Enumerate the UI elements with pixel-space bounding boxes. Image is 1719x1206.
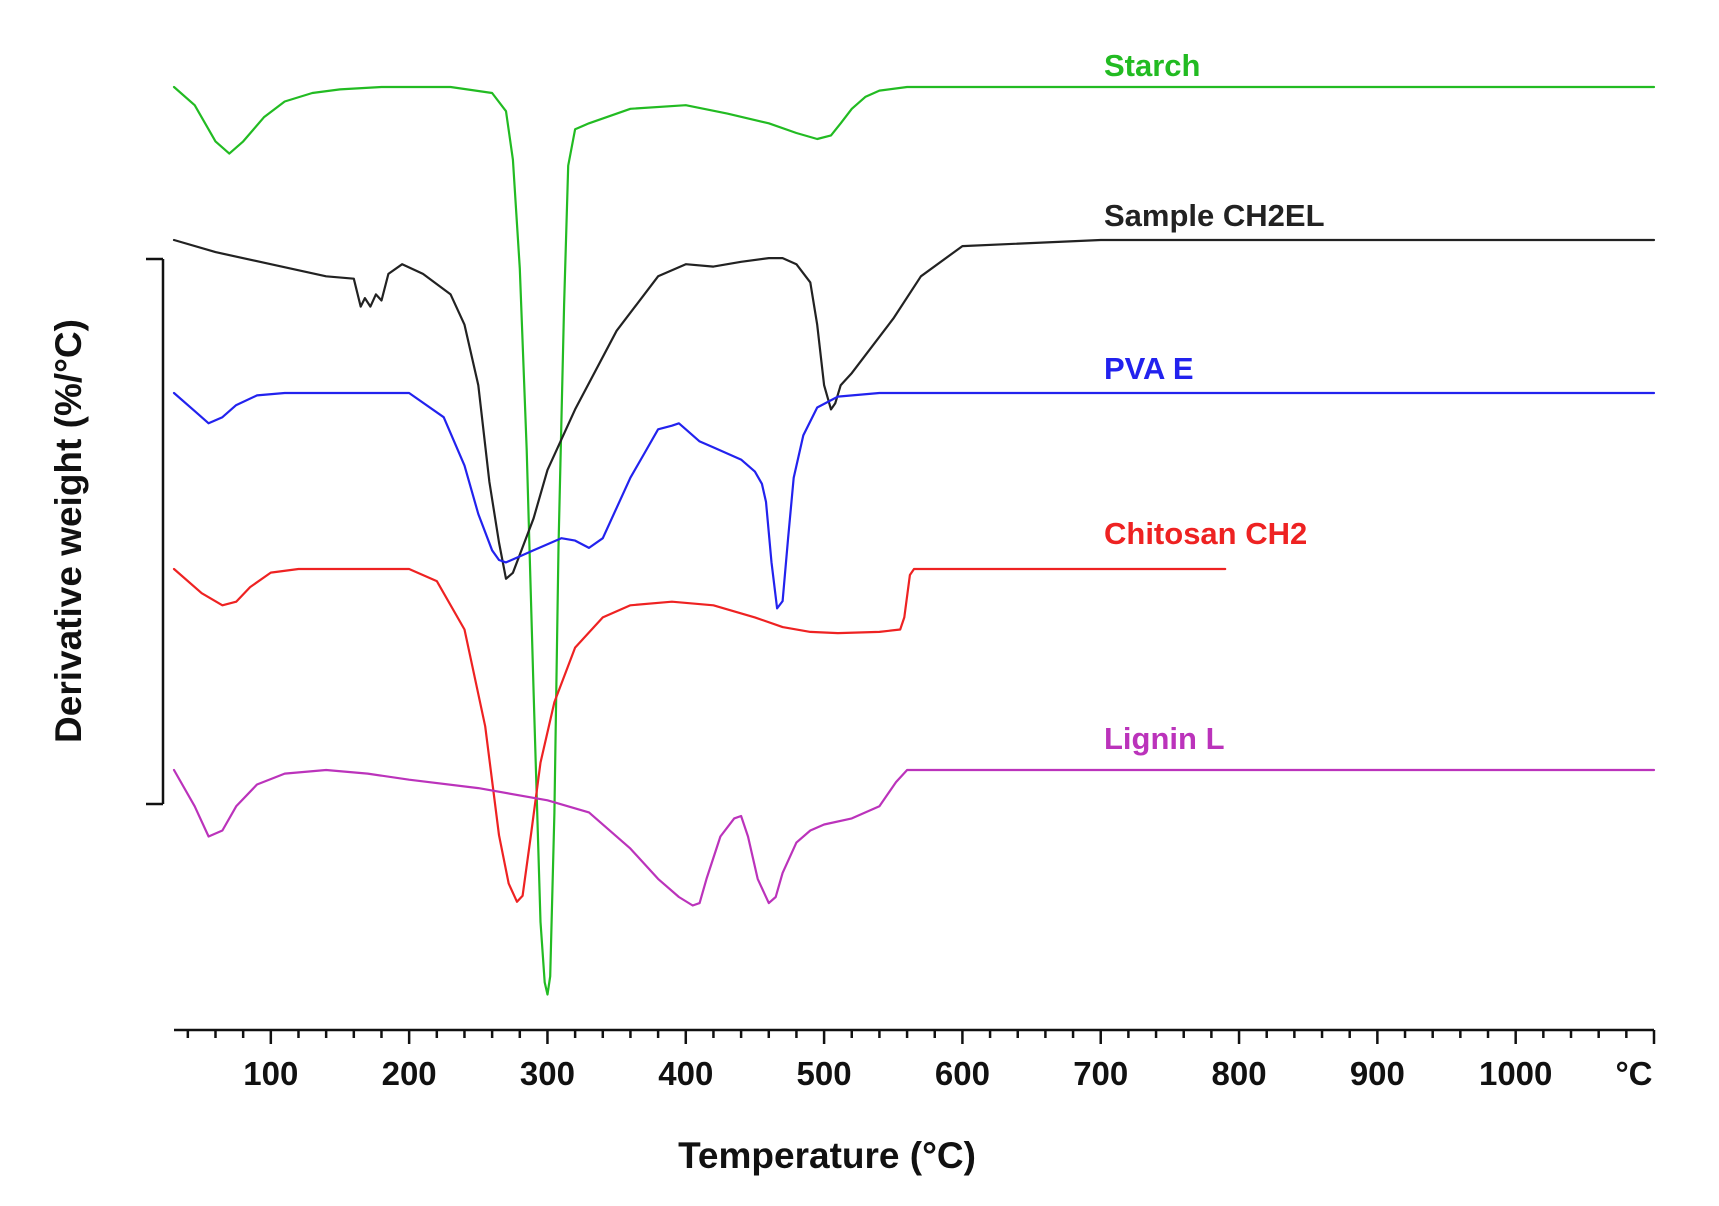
- x-tick-label-unit: °C: [1615, 1055, 1652, 1092]
- series-line-starch: [172, 85, 1656, 996]
- y-axis-title: Derivative weight (%/°C): [48, 319, 89, 743]
- x-tick-label-500: 500: [797, 1055, 852, 1092]
- series-label-chitosan-ch2: Chitosan CH2: [1104, 516, 1307, 551]
- x-tick-label-100: 100: [243, 1055, 298, 1092]
- x-axis-tick-labels: 100 200 300 400 500 600 700 800 900 1000 °C: [243, 1055, 1652, 1092]
- x-tick-label-300: 300: [520, 1055, 575, 1092]
- series-label-sample-ch2el: Sample CH2EL: [1104, 198, 1325, 233]
- x-tick-label-1000: 1000: [1479, 1055, 1552, 1092]
- series-line-sample-ch2el: [172, 238, 1656, 580]
- series-label-pva-e: PVA E: [1104, 351, 1194, 386]
- series-line-chitosan-ch2: [172, 567, 1227, 903]
- x-tick-label-600: 600: [935, 1055, 990, 1092]
- series-label-starch: Starch: [1104, 48, 1200, 83]
- series-labels: Starch Sample CH2EL PVA E Chitosan CH2 Ligni…: [1104, 48, 1325, 756]
- series-label-lignin-l: Lignin L: [1104, 721, 1225, 756]
- x-tick-label-400: 400: [658, 1055, 713, 1092]
- x-axis-title: Temperature (°C): [678, 1135, 976, 1176]
- x-axis-ticks: [186, 1030, 1656, 1044]
- x-tick-label-900: 900: [1350, 1055, 1405, 1092]
- plot-curves: [172, 85, 1656, 996]
- series-line-lignin-l: [172, 768, 1656, 907]
- series-line-pva-e: [172, 391, 1656, 610]
- x-tick-label-700: 700: [1073, 1055, 1128, 1092]
- x-tick-label-800: 800: [1212, 1055, 1267, 1092]
- x-tick-label-200: 200: [382, 1055, 437, 1092]
